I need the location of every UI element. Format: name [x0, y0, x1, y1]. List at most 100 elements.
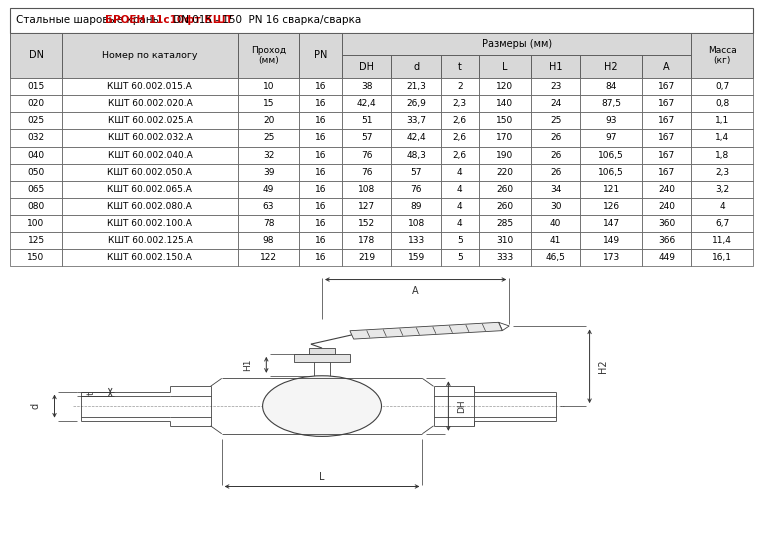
Text: 84: 84 — [606, 82, 617, 91]
Text: 20: 20 — [263, 116, 274, 125]
Bar — [391, 112, 441, 130]
Bar — [479, 130, 531, 146]
Bar — [238, 130, 299, 146]
Bar — [10, 130, 62, 146]
Text: L: L — [502, 62, 507, 72]
Text: 220: 220 — [497, 168, 513, 176]
Bar — [309, 348, 336, 354]
Text: 4: 4 — [457, 168, 462, 176]
Bar — [642, 198, 691, 215]
Bar — [10, 112, 62, 130]
Bar — [441, 55, 479, 78]
Bar — [441, 164, 479, 181]
Bar — [479, 232, 531, 249]
Bar — [238, 249, 299, 266]
Text: 98: 98 — [262, 236, 275, 245]
Text: 050: 050 — [27, 168, 45, 176]
Text: 97: 97 — [605, 133, 617, 143]
Text: 260: 260 — [496, 185, 513, 194]
Text: Проход
(мм): Проход (мм) — [251, 46, 286, 65]
Text: 16: 16 — [315, 185, 327, 194]
Bar — [581, 78, 642, 95]
Bar — [531, 146, 581, 164]
Bar — [238, 146, 299, 164]
Text: 065: 065 — [27, 185, 45, 194]
Bar — [62, 146, 238, 164]
Text: 0,7: 0,7 — [715, 82, 729, 91]
Bar — [62, 130, 238, 146]
Bar — [299, 215, 342, 232]
Bar — [391, 249, 441, 266]
Bar — [299, 78, 342, 95]
Text: 26,9: 26,9 — [406, 99, 426, 108]
Bar — [691, 33, 753, 78]
Text: 5: 5 — [457, 236, 462, 245]
Bar — [531, 78, 581, 95]
Bar — [62, 78, 238, 95]
Text: PN: PN — [314, 51, 327, 60]
Bar — [342, 249, 391, 266]
Text: 108: 108 — [358, 185, 375, 194]
Text: 1,1: 1,1 — [715, 116, 729, 125]
Text: 190: 190 — [496, 151, 513, 160]
Text: d: d — [31, 403, 41, 409]
Text: 32: 32 — [263, 151, 274, 160]
Text: 120: 120 — [496, 82, 513, 91]
Text: 2,6: 2,6 — [452, 151, 467, 160]
Text: 16: 16 — [315, 99, 327, 108]
Text: 4: 4 — [457, 185, 462, 194]
Bar — [479, 78, 531, 95]
Text: 178: 178 — [358, 236, 375, 245]
Bar — [479, 215, 531, 232]
Text: 122: 122 — [260, 253, 277, 262]
Text: 170: 170 — [496, 133, 513, 143]
Text: 167: 167 — [658, 99, 675, 108]
Text: A: A — [412, 286, 419, 296]
Bar — [581, 249, 642, 266]
Bar — [10, 249, 62, 266]
Bar — [441, 112, 479, 130]
Text: 40: 40 — [550, 219, 562, 228]
Text: 87,5: 87,5 — [601, 99, 621, 108]
Bar — [391, 78, 441, 95]
Bar — [62, 181, 238, 198]
Bar — [441, 95, 479, 112]
Text: 167: 167 — [658, 116, 675, 125]
Text: DH: DH — [359, 62, 375, 72]
Bar — [391, 55, 441, 78]
Bar — [299, 146, 342, 164]
Text: L: L — [319, 472, 325, 482]
Bar — [479, 112, 531, 130]
Bar — [299, 112, 342, 130]
Bar — [531, 181, 581, 198]
Bar — [642, 249, 691, 266]
Text: 285: 285 — [496, 219, 513, 228]
Text: 76: 76 — [361, 168, 372, 176]
Text: 108: 108 — [407, 219, 425, 228]
Bar — [62, 33, 238, 78]
Bar — [10, 198, 62, 215]
Text: 167: 167 — [658, 82, 675, 91]
Bar — [391, 164, 441, 181]
Text: 49: 49 — [263, 185, 274, 194]
Text: 42,4: 42,4 — [407, 133, 426, 143]
Text: 125: 125 — [27, 236, 44, 245]
Text: 33,7: 33,7 — [406, 116, 427, 125]
Text: 080: 080 — [27, 202, 45, 211]
Text: 30: 30 — [550, 202, 562, 211]
Bar — [299, 198, 342, 215]
Text: 147: 147 — [603, 219, 620, 228]
Bar — [581, 55, 642, 78]
Bar — [10, 78, 62, 95]
Text: КШТ 60.002.050.А: КШТ 60.002.050.А — [108, 168, 192, 176]
Bar — [342, 164, 391, 181]
Bar — [479, 164, 531, 181]
Bar — [581, 198, 642, 215]
Bar — [691, 249, 753, 266]
Text: 240: 240 — [658, 185, 675, 194]
Bar — [10, 95, 62, 112]
Text: КШТ 60.002.065.А: КШТ 60.002.065.А — [108, 185, 192, 194]
Text: 3,2: 3,2 — [715, 185, 729, 194]
Text: 26: 26 — [550, 133, 562, 143]
Bar — [531, 112, 581, 130]
